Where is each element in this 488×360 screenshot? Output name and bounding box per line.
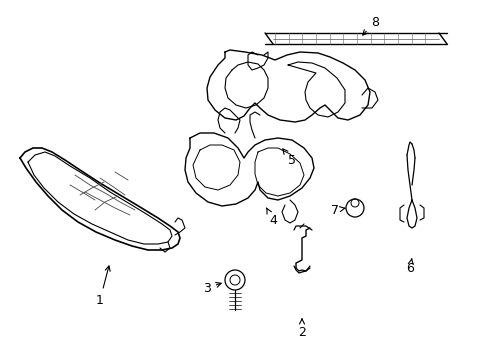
Text: 1: 1 bbox=[96, 266, 110, 306]
Text: 5: 5 bbox=[282, 149, 295, 166]
Text: 8: 8 bbox=[362, 15, 378, 35]
Text: 4: 4 bbox=[266, 208, 276, 226]
Text: 3: 3 bbox=[203, 282, 221, 294]
Text: 6: 6 bbox=[405, 258, 413, 274]
Text: 2: 2 bbox=[298, 319, 305, 338]
Text: 7: 7 bbox=[330, 203, 344, 216]
